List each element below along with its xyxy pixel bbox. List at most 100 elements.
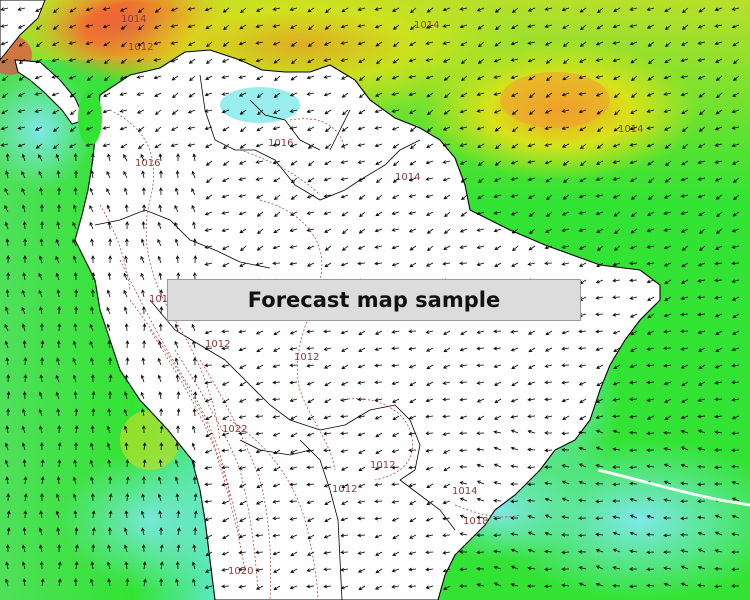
wind-arrow-icon — [205, 194, 213, 200]
wind-arrow-icon — [578, 364, 587, 368]
wind-arrow-icon — [106, 289, 111, 298]
wind-arrow-icon — [512, 245, 519, 252]
wind-arrow-icon — [323, 75, 332, 79]
wind-arrow-icon — [391, 109, 400, 113]
wind-arrow-icon — [528, 347, 536, 353]
wind-arrow-icon — [154, 109, 162, 116]
wind-arrow-icon — [714, 126, 723, 131]
wind-arrow-icon — [563, 58, 570, 65]
wind-arrow-icon — [222, 177, 230, 182]
wind-arrow-icon — [221, 194, 230, 199]
wind-arrow-icon — [340, 585, 349, 590]
wind-arrow-icon — [680, 446, 689, 451]
wind-arrow-icon — [731, 245, 740, 249]
wind-arrow-icon — [459, 245, 468, 249]
wind-arrow-icon — [306, 109, 315, 114]
wind-arrow-icon — [40, 357, 45, 366]
wind-arrow-icon — [323, 483, 332, 488]
wind-arrow-icon — [680, 92, 689, 97]
wind-arrow-icon — [510, 41, 519, 46]
wind-arrow-icon — [697, 312, 706, 317]
wind-arrow-icon — [442, 533, 451, 538]
wind-arrow-icon — [663, 463, 672, 468]
wind-arrow-icon — [273, 92, 281, 98]
wind-arrow-icon — [459, 347, 468, 352]
wind-arrow-icon — [341, 483, 349, 489]
wind-arrow-icon — [39, 374, 44, 383]
wind-arrow-icon — [289, 92, 298, 97]
wind-arrow-icon — [273, 177, 281, 182]
wind-arrow-icon — [561, 431, 570, 436]
wind-arrow-icon — [188, 92, 196, 98]
wind-arrow-icon — [69, 92, 77, 98]
wind-arrow-icon — [613, 211, 621, 217]
wind-arrow-icon — [306, 329, 315, 334]
wind-arrow-icon — [731, 567, 740, 572]
wind-arrow-icon — [630, 92, 638, 98]
wind-arrow-icon — [647, 41, 655, 47]
wind-arrow-icon — [238, 466, 247, 470]
wind-arrow-icon — [289, 126, 298, 130]
wind-arrow-icon — [647, 313, 655, 319]
wind-arrow-icon — [374, 415, 383, 420]
wind-arrow-icon — [274, 75, 281, 82]
wind-arrow-icon — [544, 24, 553, 28]
wind-arrow-icon — [391, 517, 400, 522]
wind-arrow-icon — [426, 483, 434, 489]
wind-arrow-icon — [340, 24, 349, 29]
wind-arrow-icon — [629, 481, 638, 486]
wind-arrow-icon — [125, 578, 130, 587]
wind-arrow-icon — [425, 75, 434, 80]
wind-arrow-icon — [158, 272, 163, 281]
wind-arrow-icon — [52, 109, 60, 114]
wind-arrow-icon — [5, 289, 10, 298]
wind-arrow-icon — [714, 177, 723, 182]
wind-arrow-icon — [544, 584, 553, 589]
wind-arrow-icon — [409, 41, 417, 46]
wind-arrow-icon — [493, 481, 502, 485]
wind-arrow-icon — [307, 398, 315, 404]
wind-arrow-icon — [187, 126, 196, 130]
wind-arrow-icon — [409, 398, 417, 404]
wind-arrow-icon — [140, 255, 145, 264]
wind-arrow-icon — [205, 432, 213, 438]
wind-arrow-icon — [596, 381, 604, 387]
wind-arrow-icon — [124, 204, 129, 213]
wind-arrow-icon — [21, 153, 26, 162]
wind-arrow-icon — [238, 431, 247, 436]
wind-arrow-icon — [72, 221, 77, 230]
wind-arrow-icon — [323, 415, 332, 420]
wind-arrow-icon — [57, 187, 61, 196]
wind-arrow-icon — [732, 41, 740, 47]
wind-arrow-icon — [665, 41, 672, 48]
wind-arrow-icon — [340, 517, 349, 522]
wind-arrow-icon — [529, 228, 536, 235]
wind-arrow-icon — [205, 415, 213, 421]
wind-arrow-icon — [154, 7, 162, 13]
wind-arrow-icon — [290, 75, 298, 81]
wind-arrow-icon — [34, 126, 43, 131]
wind-arrow-icon — [192, 578, 196, 587]
wind-arrow-icon — [409, 160, 417, 166]
wind-arrow-icon — [140, 238, 145, 247]
wind-arrow-icon — [176, 510, 181, 519]
wind-arrow-icon — [221, 551, 230, 556]
wind-arrow-icon — [306, 363, 315, 368]
wind-arrow-icon — [57, 306, 62, 315]
wind-arrow-icon — [697, 177, 706, 181]
wind-arrow-icon — [56, 493, 60, 502]
wind-arrow-icon — [714, 397, 723, 402]
wind-arrow-icon — [579, 7, 587, 13]
wind-arrow-icon — [629, 313, 638, 318]
wind-arrow-icon — [663, 582, 672, 587]
wind-arrow-icon — [290, 432, 298, 438]
wind-arrow-icon — [680, 347, 689, 351]
wind-arrow-icon — [646, 279, 655, 284]
wind-arrow-icon — [22, 204, 26, 213]
wind-arrow-icon — [732, 313, 740, 319]
wind-arrow-icon — [664, 177, 672, 183]
isobar-label: 1014 — [452, 486, 477, 497]
wind-arrow-icon — [174, 204, 179, 213]
wind-arrow-icon — [578, 582, 587, 587]
wind-arrow-icon — [289, 261, 298, 266]
